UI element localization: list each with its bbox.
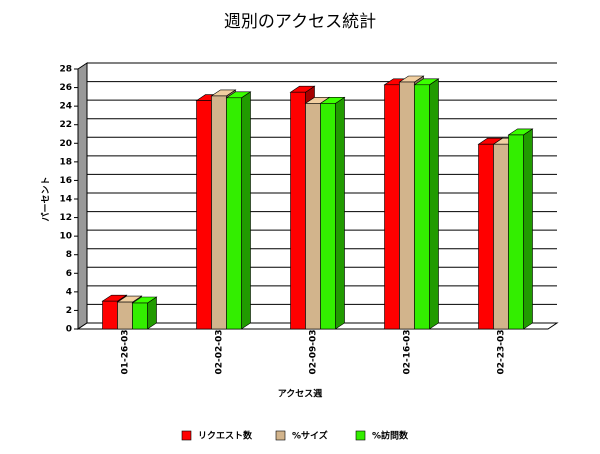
bar-side	[429, 78, 439, 330]
x-tick-label: 02-02-03	[215, 329, 225, 374]
y-axis-title: パーセント	[40, 176, 52, 221]
bar	[211, 95, 227, 330]
y-tick-label: 14	[59, 195, 72, 205]
x-axis-title: アクセス週	[278, 389, 324, 400]
legend-swatch	[275, 430, 286, 441]
bar	[508, 134, 524, 330]
bar	[226, 97, 242, 330]
bar	[399, 81, 415, 330]
y-tick-label: 2	[66, 306, 72, 316]
legend-label: %サイズ	[292, 430, 328, 442]
bar-side	[523, 128, 533, 330]
y-tick-label: 20	[59, 139, 72, 149]
legend-label: %訪問数	[372, 430, 409, 442]
y-tick-label: 28	[59, 65, 72, 75]
y-tick-label: 10	[59, 232, 72, 242]
y-tick-label: 6	[66, 269, 72, 279]
y-tick-label: 22	[59, 120, 72, 130]
bar	[384, 84, 400, 330]
left-wall	[77, 62, 88, 330]
bar-side	[335, 96, 345, 330]
y-tick-label: 0	[66, 325, 72, 335]
y-tick-label: 26	[59, 83, 72, 93]
legend-swatch	[355, 430, 366, 441]
legend-label: リクエスト数	[198, 430, 253, 442]
x-tick-label: 01-26-03	[121, 329, 131, 374]
bar-side	[241, 91, 251, 330]
y-tick-label: 18	[59, 157, 72, 167]
bar	[478, 143, 494, 330]
y-tick-label: 4	[66, 287, 72, 297]
bar	[290, 91, 306, 330]
bar	[320, 103, 336, 330]
y-tick-label: 24	[59, 102, 72, 112]
y-tick-label: 8	[66, 250, 72, 260]
y-tick-label: 16	[59, 176, 72, 186]
bar	[493, 143, 509, 330]
bar	[414, 84, 430, 330]
x-tick-label: 02-16-03	[403, 329, 413, 374]
bar	[305, 103, 321, 330]
bar	[117, 301, 133, 330]
bar	[102, 300, 118, 330]
y-tick-label: 12	[59, 213, 72, 223]
legend-swatch	[181, 430, 192, 441]
bar	[132, 302, 148, 330]
bar	[196, 100, 212, 330]
chart-title: 週別のアクセス統計	[224, 12, 376, 32]
x-tick-label: 02-09-03	[309, 329, 319, 374]
x-tick-label: 02-23-03	[497, 329, 507, 374]
